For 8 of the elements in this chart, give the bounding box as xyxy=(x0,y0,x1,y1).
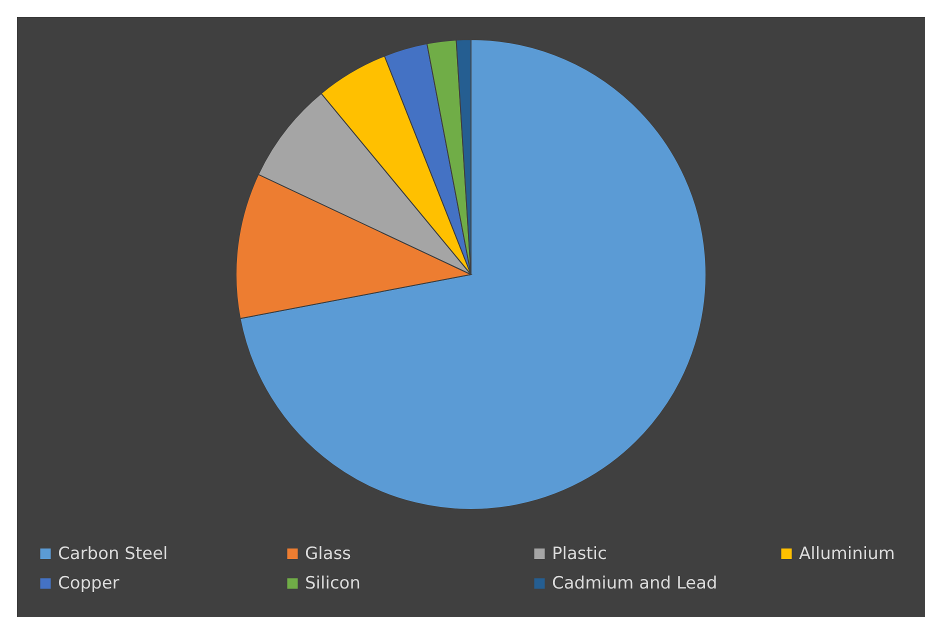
legend-label: Glass xyxy=(305,544,352,564)
legend-label: Cadmium and Lead xyxy=(552,574,718,594)
pie-slice xyxy=(240,39,706,510)
legend-label: Plastic xyxy=(552,544,607,564)
legend-label: Copper xyxy=(58,574,120,594)
legend-label: Alluminium xyxy=(799,544,895,564)
legend-label: Silicon xyxy=(305,574,360,594)
legend-label: Carbon Steel xyxy=(58,544,168,564)
